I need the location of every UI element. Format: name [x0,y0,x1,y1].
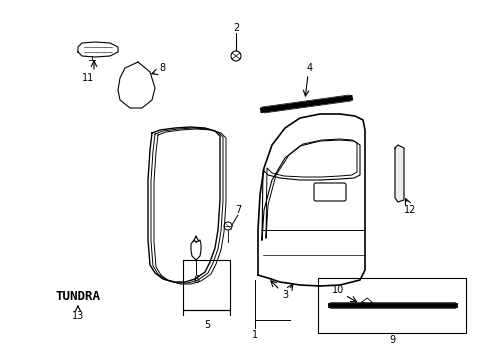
Text: 10: 10 [331,285,344,295]
Text: 4: 4 [306,63,312,73]
FancyBboxPatch shape [317,278,465,333]
FancyBboxPatch shape [313,183,346,201]
Text: 8: 8 [159,63,165,73]
Text: TUNDRA: TUNDRA [55,289,101,302]
Text: 13: 13 [72,311,84,321]
Text: 3: 3 [282,290,287,300]
Text: 7: 7 [234,205,241,215]
Text: 5: 5 [203,320,210,330]
Text: 11: 11 [81,73,94,83]
Polygon shape [394,145,403,202]
Text: 1: 1 [251,330,258,340]
Text: 9: 9 [388,335,394,345]
Text: 12: 12 [403,205,415,215]
Text: 2: 2 [232,23,239,33]
Text: 6: 6 [193,275,199,285]
